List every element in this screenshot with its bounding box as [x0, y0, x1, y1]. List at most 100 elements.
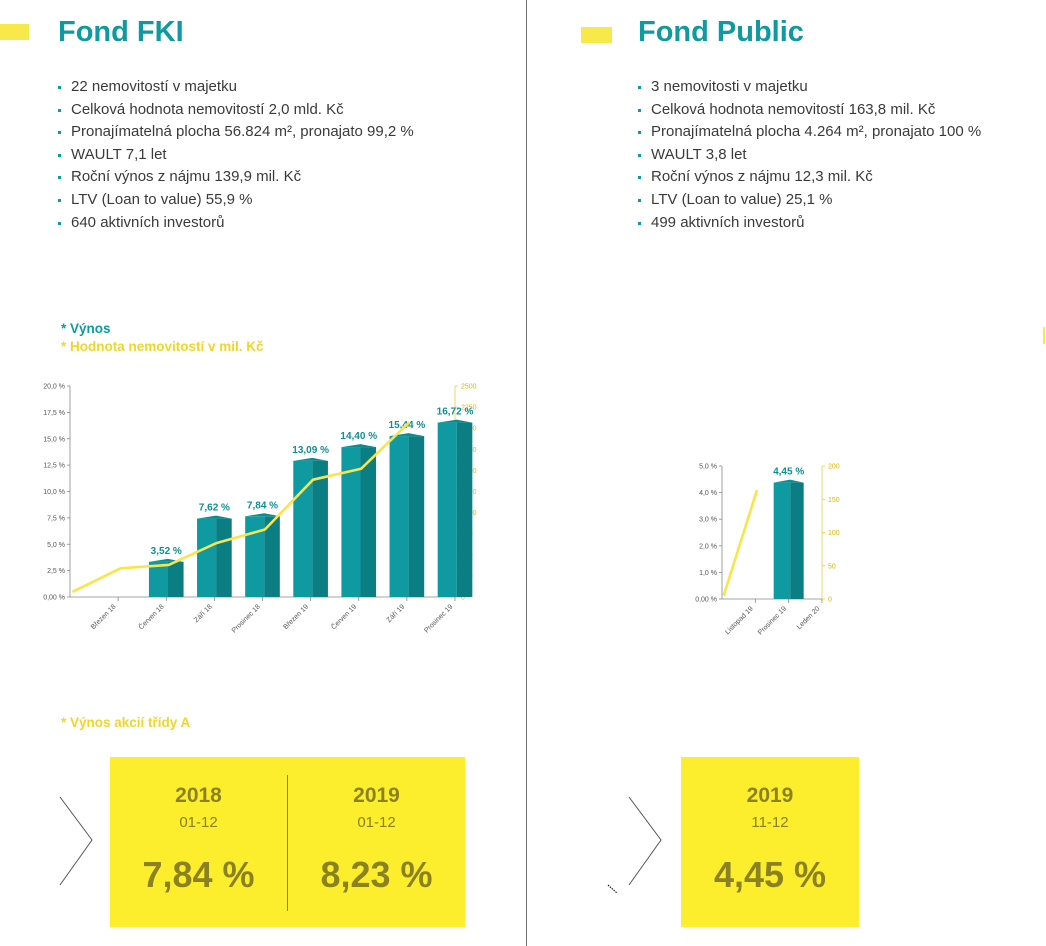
bar-top	[389, 433, 425, 437]
bar-top	[197, 515, 232, 519]
bar-top	[773, 479, 804, 483]
bar	[389, 433, 425, 597]
x-tick-label: Březen 18	[90, 603, 118, 631]
bar-top	[245, 513, 280, 517]
decorative-speck-icon	[607, 884, 618, 894]
x-tick-label: Březen 19	[283, 603, 311, 631]
y-tick-label: 0,00 %	[43, 595, 65, 602]
return-percent: 8,23 %	[320, 854, 433, 895]
y-tick-label: 5,0 %	[699, 464, 717, 471]
return-period: 11-12	[751, 814, 789, 831]
bar	[341, 444, 377, 597]
bar-value-label: 4,45 %	[773, 467, 804, 478]
x-tick-label: Červen 19	[329, 602, 358, 631]
y2-tick-label: 2250	[461, 405, 477, 412]
fki-fact-item: Celková hodnota nemovitostí 2,0 mld. Kč	[58, 99, 414, 122]
bar-side	[167, 561, 184, 597]
fki-accent-bar	[0, 24, 29, 40]
y-tick-label: 10,0 %	[43, 489, 65, 496]
fki-fact-item: 22 nemovitostí v majetku	[58, 76, 414, 99]
bar-face	[148, 561, 168, 597]
bar-face	[341, 447, 361, 597]
return-percent: 7,84 %	[142, 854, 255, 895]
bar-side	[216, 518, 232, 597]
y-tick-label: 1,0 %	[699, 570, 717, 577]
edge-marker	[1043, 327, 1045, 344]
bar	[773, 479, 804, 599]
x-tick-label: Prosinec 18	[231, 603, 262, 634]
public-return-2019: 2019 11-12 4,45 %	[681, 757, 859, 927]
bar-face	[293, 460, 313, 597]
y-tick-label: 4,0 %	[699, 490, 717, 497]
legend-value: * Hodnota nemovitostí v mil. Kč	[61, 339, 264, 354]
y-tick-label: 7,5 %	[47, 515, 65, 522]
bar-value-label: 7,62 %	[199, 503, 230, 514]
returns-separator	[287, 775, 288, 911]
y2-tick-label: 200	[828, 464, 840, 471]
fki-fact-item: Pronajímatelná plocha 56.824 m², pronaja…	[58, 121, 414, 144]
y-tick-label: 20,0 %	[43, 384, 65, 391]
y2-tick-label: 0	[828, 597, 832, 604]
y2-tick-label: 2500	[461, 384, 477, 391]
bar-face	[389, 436, 409, 597]
bar-face	[437, 422, 457, 597]
public-fact-item: LTV (Loan to value) 25,1 %	[638, 189, 981, 212]
x-tick-label: Listopad 19	[724, 605, 755, 636]
x-tick-label: Září 18	[193, 603, 214, 624]
bar-value-label: 3,52 %	[151, 546, 182, 557]
return-year: 2018	[175, 784, 222, 807]
value-line	[71, 421, 411, 594]
bar-value-label: 16,72 %	[437, 407, 474, 418]
bar-side	[408, 436, 425, 597]
y-tick-label: 2,5 %	[47, 568, 65, 575]
bar-value-label: 7,84 %	[247, 500, 278, 511]
return-year: 2019	[353, 784, 400, 807]
fki-fact-item: WAULT 7,1 let	[58, 144, 414, 167]
y-tick-label: 15,0 %	[43, 436, 65, 443]
y-tick-label: 0,00 %	[695, 597, 717, 604]
bar-side	[790, 482, 804, 599]
y2-tick-label: 100	[828, 530, 840, 537]
bar-value-label: 14,40 %	[340, 431, 377, 442]
public-fact-item: WAULT 3,8 let	[638, 144, 981, 167]
fki-legend: * Výnos * Hodnota nemovitostí v mil. Kč	[61, 320, 264, 356]
y2-tick-label: 50	[828, 563, 836, 570]
bar-value-label: 13,09 %	[292, 445, 329, 456]
x-tick-label: Červen 18	[136, 602, 165, 631]
fki-title: Fond FKI	[58, 16, 184, 48]
y2-tick-label: 0	[461, 595, 465, 602]
public-fact-item: 3 nemovitosti v majetku	[638, 76, 981, 99]
return-period: 01-12	[357, 814, 396, 831]
public-fact-item: Roční výnos z nájmu 12,3 mil. Kč	[638, 166, 981, 189]
x-tick-label: Leden 20	[796, 605, 822, 631]
y-tick-label: 5,0 %	[47, 542, 65, 549]
public-facts-list: 3 nemovitosti v majetku Celková hodnota n…	[638, 76, 981, 234]
y-tick-label: 17,5 %	[43, 410, 65, 417]
fki-fact-item: Roční výnos z nájmu 139,9 mil. Kč	[58, 166, 414, 189]
return-period: 01-12	[179, 814, 218, 831]
bar	[197, 515, 232, 597]
legend-yield: * Výnos	[61, 321, 111, 336]
y2-tick-label: 150	[828, 497, 840, 504]
y-tick-label: 2,0 %	[699, 543, 717, 550]
fki-fact-item: LTV (Loan to value) 55,9 %	[58, 189, 414, 212]
bar-face	[197, 518, 217, 597]
return-percent: 4,45 %	[713, 854, 827, 895]
return-year: 2019	[746, 784, 794, 807]
public-chevron-icon	[628, 796, 662, 886]
bar-face	[245, 516, 265, 597]
public-fact-item: Pronajímatelná plocha 4.264 m², pronajat…	[638, 121, 981, 144]
bar-top	[341, 444, 377, 448]
bar-side	[264, 516, 280, 597]
fki-return-2018: 2018 01-12 7,84 %	[110, 757, 287, 927]
fki-return-2019: 2019 01-12 8,23 %	[288, 757, 465, 927]
value-line	[722, 489, 759, 597]
public-fact-item: 499 aktivních investorů	[638, 212, 981, 235]
bar-side	[312, 460, 328, 597]
fki-note: * Výnos akcií třídy A	[61, 715, 191, 730]
bar-side	[456, 422, 473, 597]
fki-facts-list: 22 nemovitostí v majetku Celková hodnota …	[58, 76, 414, 234]
x-tick-label: Září 19	[386, 603, 407, 624]
y-tick-label: 12,5 %	[43, 463, 65, 470]
